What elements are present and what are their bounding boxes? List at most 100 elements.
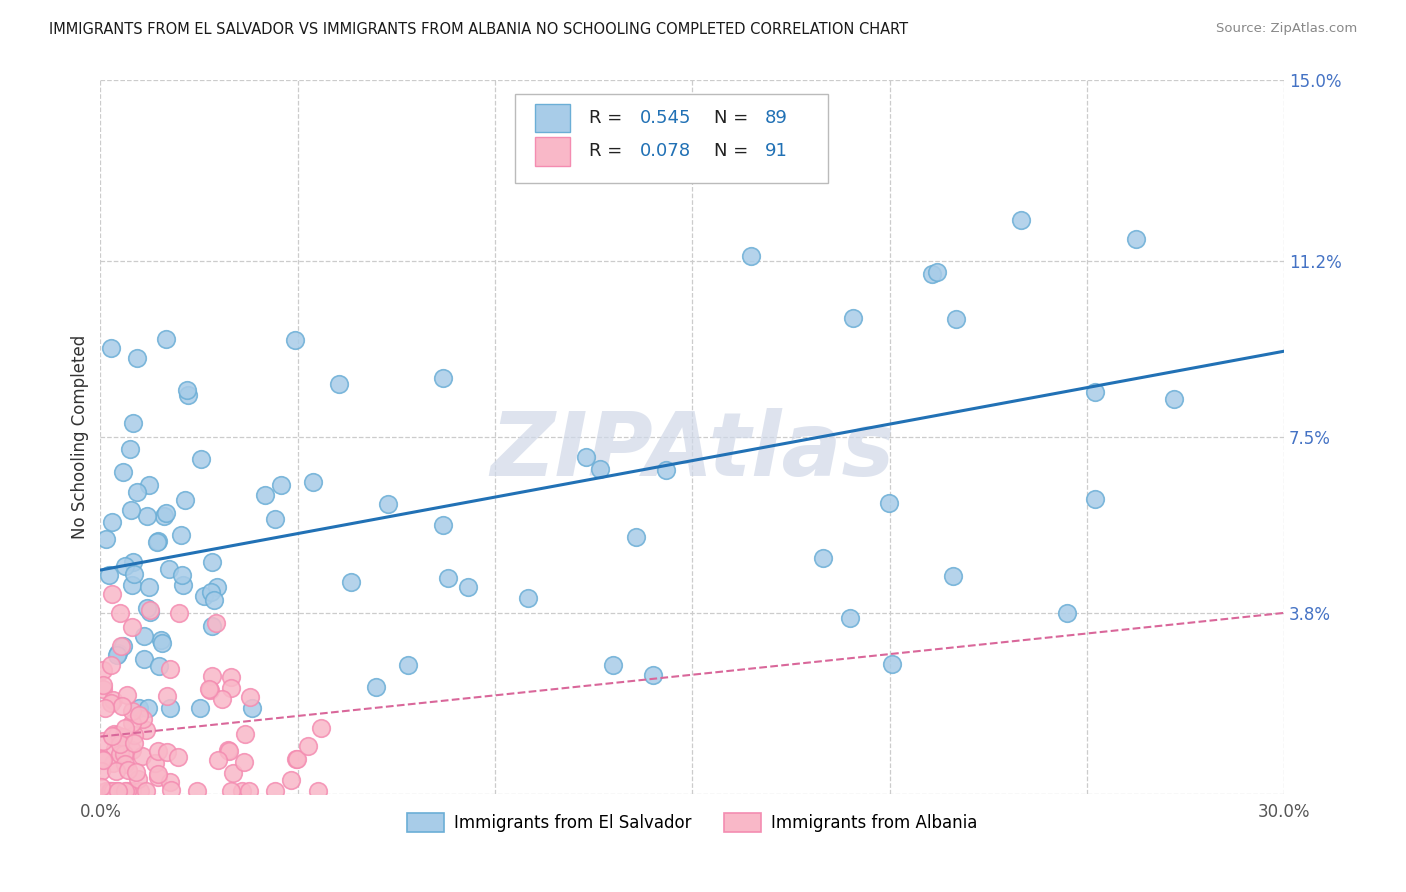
Point (110, 639, 132, 653)
Point (139, 605, 162, 619)
Point (105, 728, 128, 742)
Point (146, 534, 169, 549)
FancyBboxPatch shape (534, 137, 571, 166)
Point (432, 370, 454, 384)
Point (437, 571, 460, 585)
Point (740, 249, 762, 263)
Text: 89: 89 (765, 109, 787, 127)
Point (100, 784, 122, 798)
Point (190, 452, 212, 467)
Point (280, 773, 302, 788)
Point (90, 780, 112, 795)
Point (217, 743, 239, 757)
Point (122, 736, 145, 750)
Point (105, 764, 128, 778)
Point (238, 784, 260, 798)
Point (517, 591, 540, 605)
Point (103, 742, 125, 756)
Point (122, 555, 145, 569)
Point (101, 756, 124, 771)
Point (155, 506, 177, 520)
Legend: Immigrants from El Salvador, Immigrants from Albania: Immigrants from El Salvador, Immigrants … (401, 806, 984, 838)
Point (114, 756, 136, 771)
Point (94, 701, 117, 715)
Point (118, 442, 141, 457)
Point (588, 462, 610, 476)
Point (121, 704, 143, 718)
Point (1125, 232, 1147, 246)
Point (240, 701, 263, 715)
Point (108, 737, 131, 751)
Point (264, 512, 287, 526)
Point (101, 729, 124, 743)
Point (91, 678, 114, 692)
Text: 0.545: 0.545 (640, 109, 692, 127)
Point (1010, 213, 1032, 227)
Point (159, 662, 181, 676)
Point (105, 648, 128, 662)
Point (97, 568, 120, 582)
Point (219, 670, 242, 684)
Point (205, 580, 228, 594)
Point (201, 669, 224, 683)
Point (135, 509, 157, 524)
Point (146, 771, 169, 785)
Point (202, 592, 225, 607)
Point (110, 747, 132, 761)
Point (172, 577, 194, 591)
Point (942, 569, 965, 583)
Point (201, 619, 224, 633)
Point (1084, 491, 1107, 506)
Point (139, 603, 162, 617)
Point (112, 731, 135, 745)
Point (396, 658, 419, 673)
Point (285, 752, 308, 766)
Point (120, 502, 142, 516)
Point (921, 267, 943, 281)
Point (159, 700, 181, 714)
Point (239, 690, 262, 704)
Point (143, 756, 166, 770)
Point (129, 784, 152, 798)
Point (121, 620, 143, 634)
Point (117, 688, 139, 702)
Point (128, 707, 150, 722)
Point (311, 721, 333, 735)
Point (136, 600, 159, 615)
Point (138, 581, 160, 595)
Point (101, 784, 124, 798)
Point (432, 517, 454, 532)
Point (270, 478, 292, 492)
Point (211, 692, 233, 706)
Point (156, 745, 179, 759)
Point (655, 463, 678, 477)
Point (111, 465, 134, 479)
Point (925, 265, 948, 279)
Point (366, 680, 388, 694)
Point (193, 590, 215, 604)
Point (233, 727, 256, 741)
Point (945, 312, 967, 326)
Point (107, 646, 129, 660)
Point (307, 784, 329, 798)
Point (98, 784, 121, 798)
Point (114, 784, 136, 798)
Point (90, 764, 112, 778)
Point (121, 784, 143, 798)
Point (880, 657, 903, 671)
Text: N =: N = (714, 143, 754, 161)
Point (153, 508, 176, 523)
Point (297, 739, 319, 753)
Point (302, 475, 325, 489)
Point (340, 574, 363, 589)
Point (614, 106, 637, 120)
Point (201, 555, 224, 569)
Point (117, 763, 139, 777)
Point (101, 587, 124, 601)
Point (127, 772, 149, 786)
Point (200, 585, 222, 599)
Point (205, 615, 228, 630)
Point (111, 699, 134, 714)
Point (1056, 606, 1078, 620)
Point (157, 562, 180, 576)
